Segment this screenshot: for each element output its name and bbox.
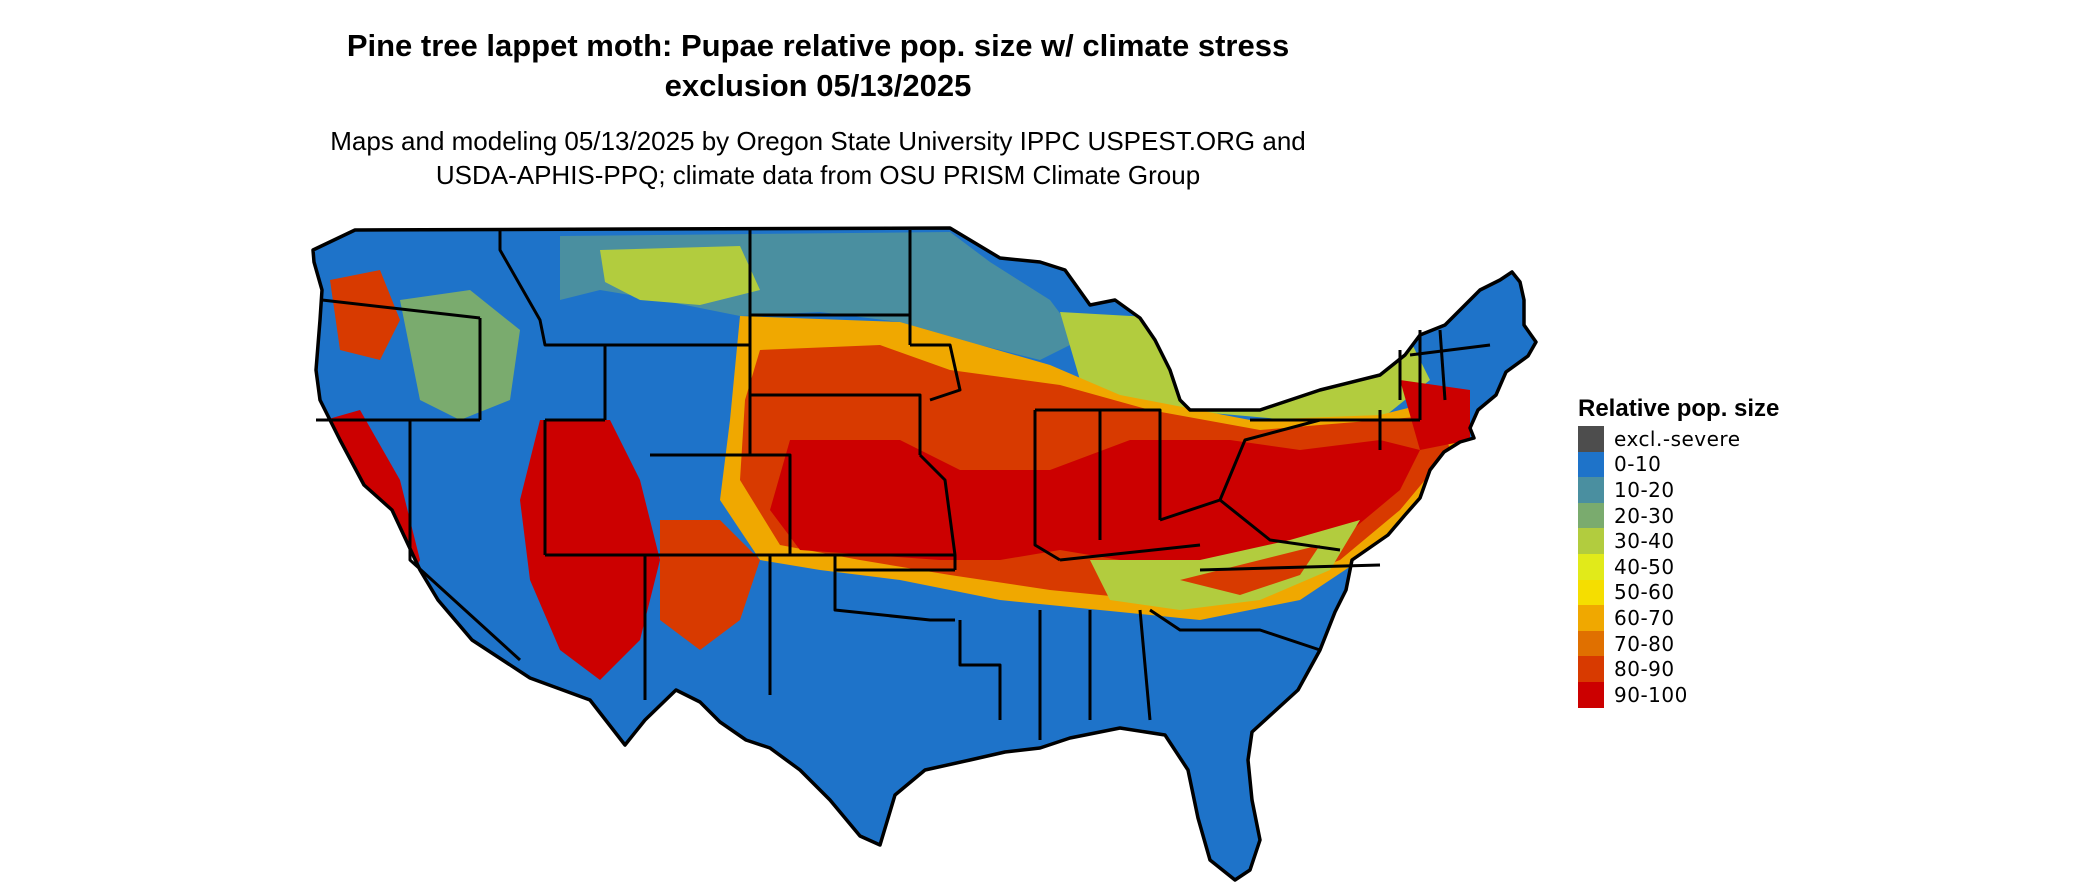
legend-item: 20-30 [1578,502,1779,529]
legend: Relative pop. size excl.-severe 0-10 10-20… [1578,394,1779,708]
legend-swatch [1578,502,1604,529]
legend-item: 0-10 [1578,451,1779,478]
state-borders [311,226,1538,882]
zone-90-100-southwest [520,420,660,680]
legend-swatch [1578,451,1604,478]
legend-item: excl.-severe [1578,426,1779,452]
legend-swatch [1578,553,1604,580]
legend-swatch [1578,605,1604,631]
zone-90-100-northeast [1400,380,1470,450]
legend-label: 50-60 [1614,580,1675,605]
legend-label: 10-20 [1614,477,1675,502]
zone-80-90-cascades [330,270,400,360]
legend-label: 30-40 [1614,529,1675,554]
legend-title: Relative pop. size [1578,395,1780,422]
legend-swatch [1578,656,1604,682]
legend-item: 80-90 [1578,656,1779,682]
legend-item: 50-60 [1578,579,1779,606]
legend-label: excl.-severe [1614,426,1741,451]
legend-item: 40-50 [1578,553,1779,580]
legend-item: 60-70 [1578,605,1779,631]
legend-item: 10-20 [1578,477,1779,503]
legend-swatch [1578,426,1604,452]
legend-item: 70-80 [1578,630,1779,657]
legend-label: 0-10 [1614,452,1662,477]
legend-item: 90-100 [1578,681,1779,708]
map-title: Pine tree lappet moth: Pupae relative po… [346,28,1290,103]
legend-label: 70-80 [1614,631,1675,656]
legend-label: 90-100 [1614,682,1688,707]
map-subtitle: Maps and modeling 05/13/2025 by Oregon S… [330,126,1306,190]
legend-swatch [1578,681,1604,708]
legend-label: 60-70 [1614,605,1675,630]
zone-80-90-new-mexico [660,520,760,650]
legend-label: 80-90 [1614,657,1675,682]
zone-30-40-montana [600,246,760,305]
legend-swatch [1578,528,1604,554]
legend-label: 40-50 [1614,554,1675,579]
legend-swatch [1578,477,1604,503]
legend-swatch [1578,579,1604,606]
zone-20-30-northwest [400,290,520,420]
legend-label: 20-30 [1614,503,1675,528]
legend-swatch [1578,630,1604,657]
legend-item: 30-40 [1578,528,1779,554]
legend-items: excl.-severe 0-10 10-20 20-30 30-40 40-50 50-6… [1578,426,1779,708]
